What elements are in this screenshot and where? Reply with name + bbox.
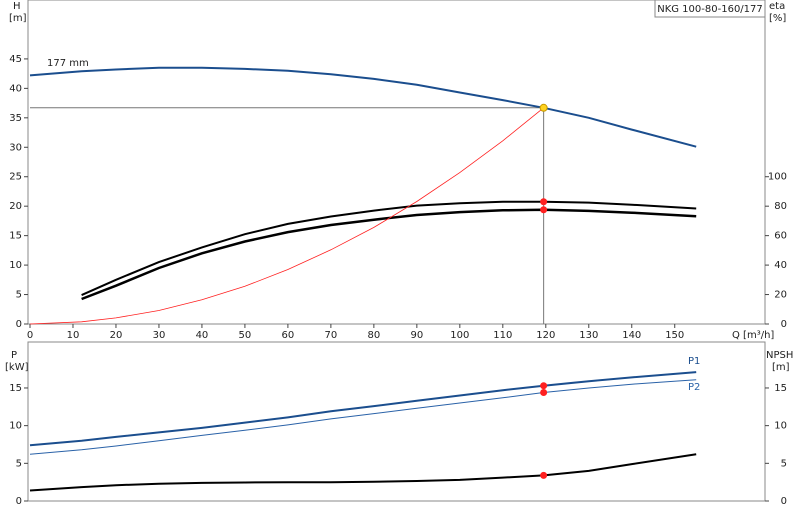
y-tick-label: 10	[9, 421, 22, 432]
x-axis-label: Q [m³/h]	[732, 330, 774, 341]
y-tick-label: 30	[9, 142, 22, 153]
x-tick-label: 20	[110, 330, 123, 341]
y-tick-label: 35	[9, 113, 22, 124]
y-tick-label: 20	[9, 201, 22, 212]
x-tick-label: 150	[665, 330, 684, 341]
y-tick-label: 0	[16, 319, 22, 330]
operating-point	[540, 206, 548, 214]
x-tick-label: 140	[622, 330, 641, 341]
series-label: P1	[688, 356, 700, 367]
operating-point	[540, 382, 548, 390]
x-tick-label: 40	[196, 330, 209, 341]
y-tick-label: 5	[16, 290, 22, 301]
chart-title: NKG 100-80-160/177	[657, 4, 763, 15]
y-axis-label: H	[13, 1, 21, 12]
x-tick-label: 60	[282, 330, 295, 341]
series-line	[29, 379, 697, 455]
y2-axis-unit: [%]	[769, 13, 786, 24]
series-line	[81, 200, 697, 297]
x-tick-label: 110	[493, 330, 512, 341]
series-line	[29, 453, 697, 492]
y-tick-label: 5	[16, 458, 22, 469]
series-label: 177 mm	[47, 58, 89, 69]
y2-tick-label: 0	[781, 496, 787, 507]
operating-point	[540, 388, 548, 396]
y-axis-label: P	[11, 350, 17, 361]
series-line	[81, 208, 697, 301]
series-line	[29, 371, 697, 447]
x-tick-label: 50	[239, 330, 252, 341]
y2-axis-label: eta	[769, 1, 785, 12]
series-label: P2	[688, 382, 700, 393]
y2-tick-label: 40	[774, 260, 787, 271]
x-tick-label: 100	[450, 330, 469, 341]
y-tick-label: 45	[9, 54, 22, 65]
x-tick-label: 130	[579, 330, 598, 341]
y-tick-label: 0	[16, 496, 22, 507]
y-tick-label: 10	[9, 260, 22, 271]
y-axis-unit: [kW]	[5, 362, 29, 373]
y2-axis-unit: [m]	[772, 362, 790, 373]
x-tick-label: 80	[367, 330, 380, 341]
y-axis-unit: [m]	[9, 13, 27, 24]
y2-tick-label: 15	[774, 383, 787, 394]
operating-point	[540, 198, 548, 206]
operating-point	[539, 103, 548, 112]
y-tick-label: 40	[9, 83, 22, 94]
y-tick-label: 15	[9, 231, 22, 242]
y2-axis-label: NPSH	[766, 350, 793, 361]
y-tick-label: 15	[9, 383, 22, 394]
x-tick-label: 30	[153, 330, 166, 341]
plot-frame	[27, 341, 766, 502]
operating-point	[540, 471, 548, 479]
plot-frame	[27, 0, 766, 325]
y2-tick-label: 10	[774, 421, 787, 432]
y2-tick-label: 0	[781, 319, 787, 330]
y2-tick-label: 20	[774, 290, 787, 301]
y2-tick-label: 60	[774, 231, 787, 242]
series-line	[29, 66, 697, 148]
y2-tick-label: 100	[768, 172, 787, 183]
x-tick-label: 120	[536, 330, 555, 341]
y2-tick-label: 80	[774, 201, 787, 212]
y-tick-label: 25	[9, 172, 22, 183]
y2-tick-label: 5	[781, 458, 787, 469]
x-tick-label: 0	[27, 330, 33, 341]
series-line	[29, 107, 544, 325]
x-tick-label: 90	[410, 330, 423, 341]
x-tick-label: 10	[67, 330, 80, 341]
x-tick-label: 70	[325, 330, 338, 341]
